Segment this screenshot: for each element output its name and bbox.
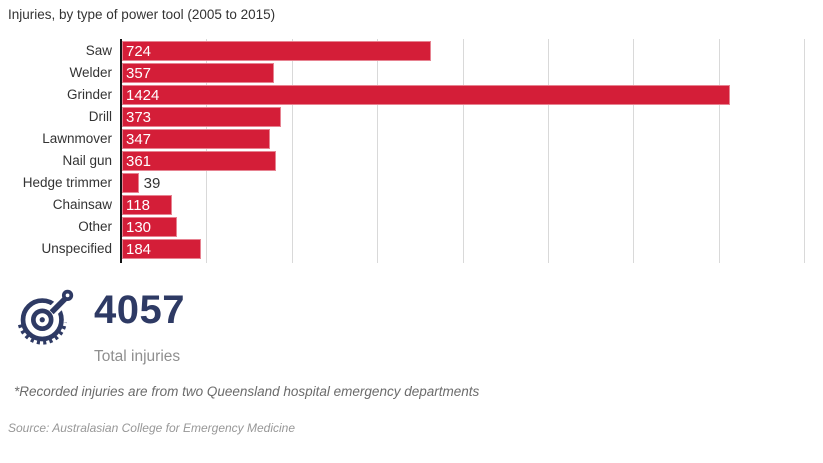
category-label: Grinder xyxy=(66,87,112,102)
grid-line xyxy=(804,39,805,263)
category-label: Other xyxy=(78,219,112,234)
bar xyxy=(122,195,173,215)
bar xyxy=(122,41,432,61)
bar-value-label: 357 xyxy=(126,65,152,82)
circular-saw-icon xyxy=(17,289,74,345)
bar-chart: Saw 724 Welder 357 Grinder 1424 Drill 373 Lawnmo… xyxy=(22,39,805,263)
category-label: Saw xyxy=(85,43,112,58)
chart-title: Injuries, by type of power tool (2005 to… xyxy=(8,7,276,22)
source-attribution: Source: Australasian College for Emergen… xyxy=(8,421,296,435)
category-label: Chainsaw xyxy=(52,197,112,212)
bar-value-label: 347 xyxy=(126,131,152,148)
category-label: Nail gun xyxy=(62,153,112,168)
bar xyxy=(122,85,730,105)
grid-line xyxy=(547,39,549,263)
grid-line xyxy=(291,39,293,263)
bar-value-label: 361 xyxy=(126,153,152,170)
grid-line xyxy=(633,39,635,263)
bar-value-label: 1424 xyxy=(126,87,160,104)
bar xyxy=(122,239,201,259)
bar-value-label: 130 xyxy=(126,219,152,236)
bar xyxy=(122,217,178,237)
bar xyxy=(122,63,275,83)
bar xyxy=(122,173,139,193)
bar-value-label: 118 xyxy=(126,197,150,214)
bar xyxy=(122,151,277,171)
footnote: *Recorded injuries are from two Queensla… xyxy=(14,384,480,399)
total-injuries-label: Total injuries xyxy=(94,348,181,365)
bar-value-label: 724 xyxy=(126,43,152,60)
bar xyxy=(122,129,271,149)
grid-line xyxy=(462,39,464,263)
bar-value-label: 39 xyxy=(143,175,161,192)
bar xyxy=(122,107,282,127)
category-label: Welder xyxy=(69,65,112,80)
grid-line xyxy=(718,39,720,263)
category-label: Unspecified xyxy=(41,241,112,256)
grid-line xyxy=(377,39,379,263)
category-label: Lawnmover xyxy=(42,131,112,146)
y-axis-line xyxy=(120,39,122,263)
bar-value-label: 373 xyxy=(126,109,152,126)
bar-value-label: 184 xyxy=(126,241,152,258)
total-injuries-value: 4057 xyxy=(94,288,185,332)
category-label: Drill xyxy=(88,109,112,124)
category-label: Hedge trimmer xyxy=(22,175,112,190)
